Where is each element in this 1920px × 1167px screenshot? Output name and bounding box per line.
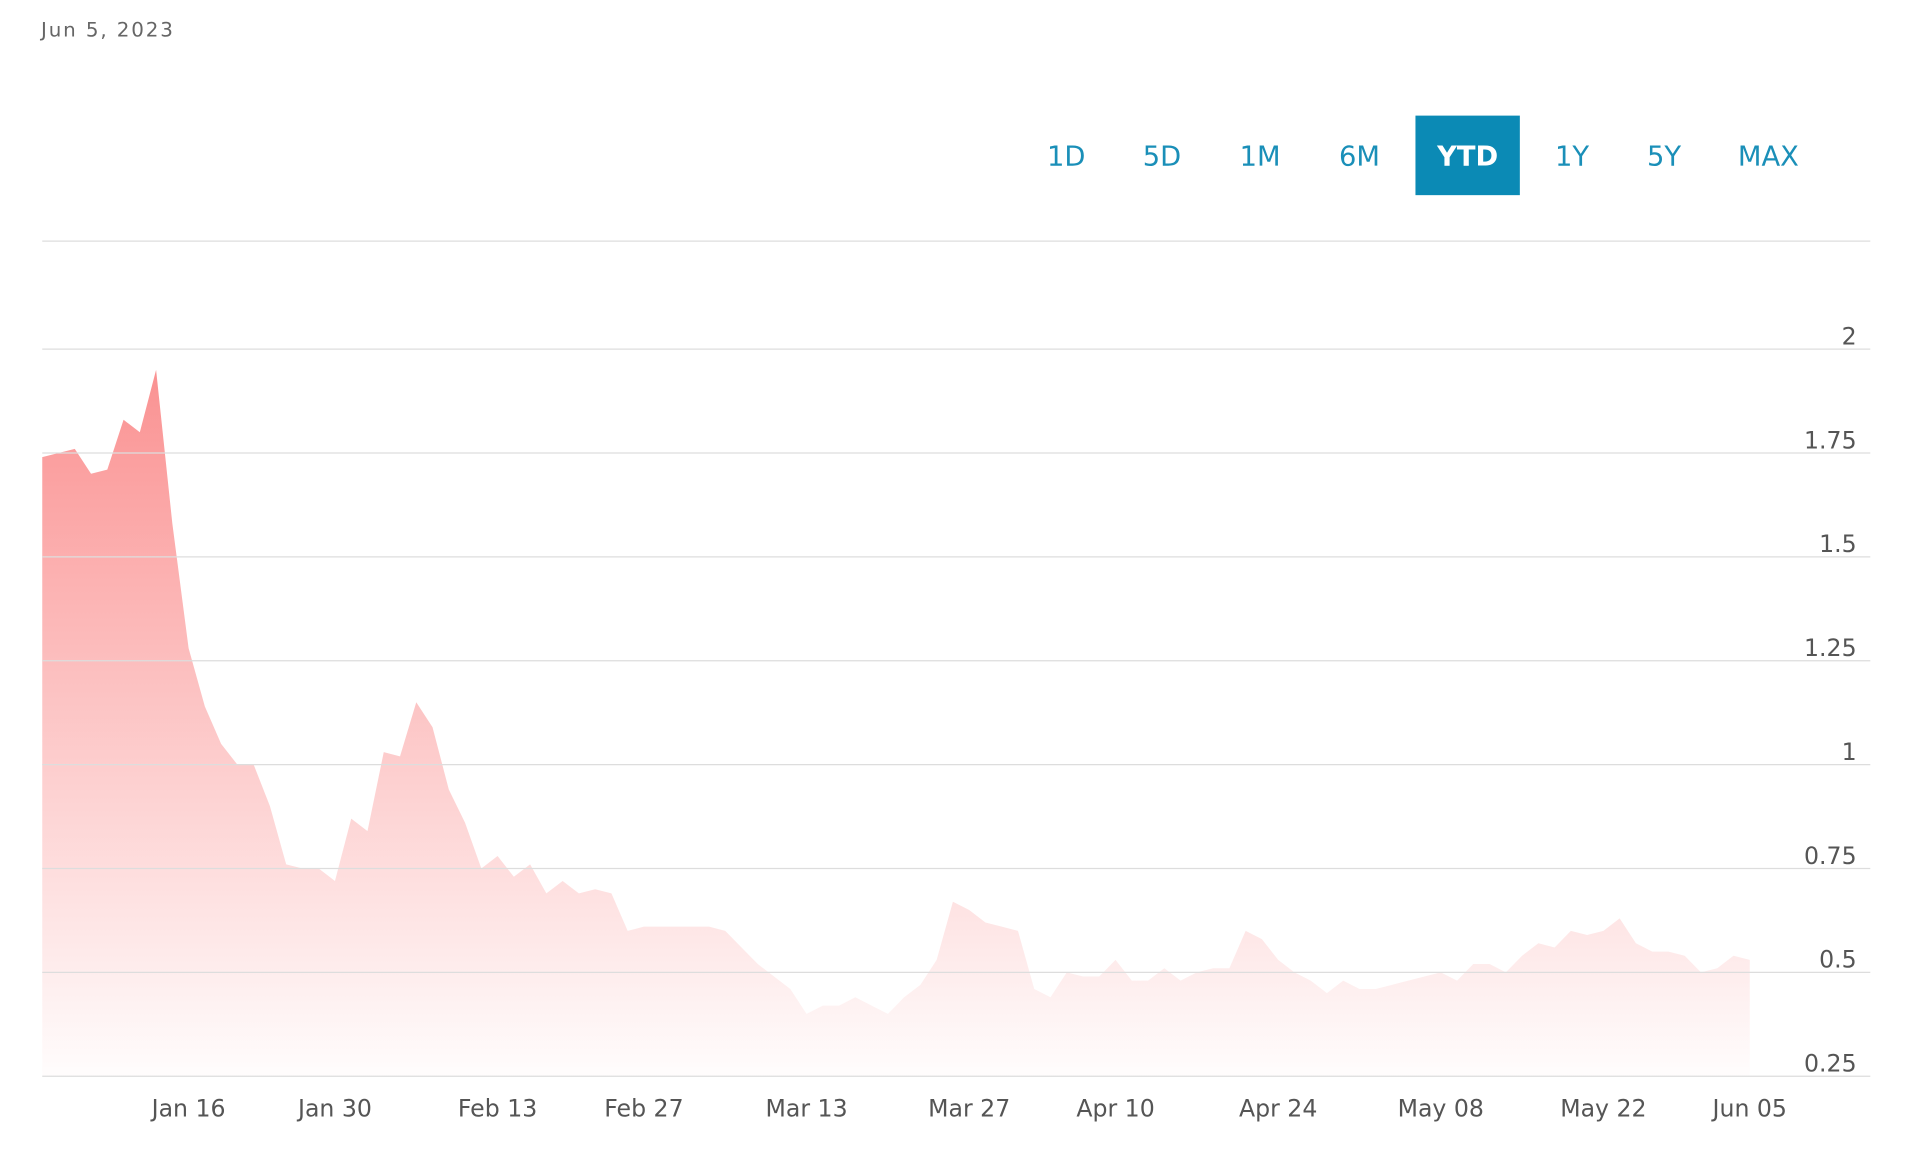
- range-button[interactable]: 1Y: [1555, 141, 1589, 172]
- range-button[interactable]: 6M: [1339, 141, 1380, 172]
- x-tick-label: Apr 24: [1239, 1094, 1317, 1122]
- range-button-label: 1Y: [1555, 141, 1589, 172]
- y-tick-label: 0.5: [1819, 946, 1857, 974]
- range-button[interactable]: 1M: [1240, 141, 1281, 172]
- x-tick-label: Apr 10: [1076, 1094, 1154, 1122]
- range-button-label: 1D: [1047, 141, 1085, 172]
- x-tick-label: May 08: [1398, 1094, 1484, 1122]
- y-tick-label: 1.75: [1804, 426, 1857, 454]
- x-tick-label: Feb 13: [458, 1094, 537, 1122]
- y-tick-label: 0.75: [1804, 842, 1857, 870]
- range-button-label: 1M: [1240, 141, 1281, 172]
- range-button-bg: [1415, 115, 1520, 196]
- x-tick-label: Mar 27: [928, 1094, 1010, 1122]
- range-button[interactable]: YTD: [1415, 115, 1520, 196]
- x-tick-label: May 22: [1560, 1094, 1646, 1122]
- y-tick-label: 2: [1842, 322, 1857, 350]
- range-button-label: 6M: [1339, 141, 1380, 172]
- y-tick-label: 1.5: [1819, 530, 1857, 558]
- range-button[interactable]: 5D: [1143, 141, 1181, 172]
- price-area: [42, 369, 1750, 1077]
- y-tick-label: 0.25: [1804, 1050, 1857, 1078]
- range-button-label: YTD: [1436, 141, 1498, 172]
- x-tick-label: Jan 30: [296, 1094, 372, 1122]
- x-tick-label: Jun 05: [1711, 1094, 1787, 1122]
- y-tick-label: 1: [1842, 738, 1857, 766]
- y-tick-label: 1.25: [1804, 634, 1857, 662]
- x-tick-label: Jan 16: [150, 1094, 226, 1122]
- range-button[interactable]: 1D: [1047, 141, 1085, 172]
- range-button-label: MAX: [1738, 141, 1799, 172]
- range-button-label: 5D: [1143, 141, 1181, 172]
- range-button[interactable]: 5Y: [1647, 141, 1681, 172]
- x-tick-label: Mar 13: [766, 1094, 848, 1122]
- range-button-label: 5Y: [1647, 141, 1681, 172]
- x-tick-label: Feb 27: [604, 1094, 683, 1122]
- range-button[interactable]: MAX: [1738, 141, 1799, 172]
- as-of-date: Jun 5, 2023: [39, 19, 175, 42]
